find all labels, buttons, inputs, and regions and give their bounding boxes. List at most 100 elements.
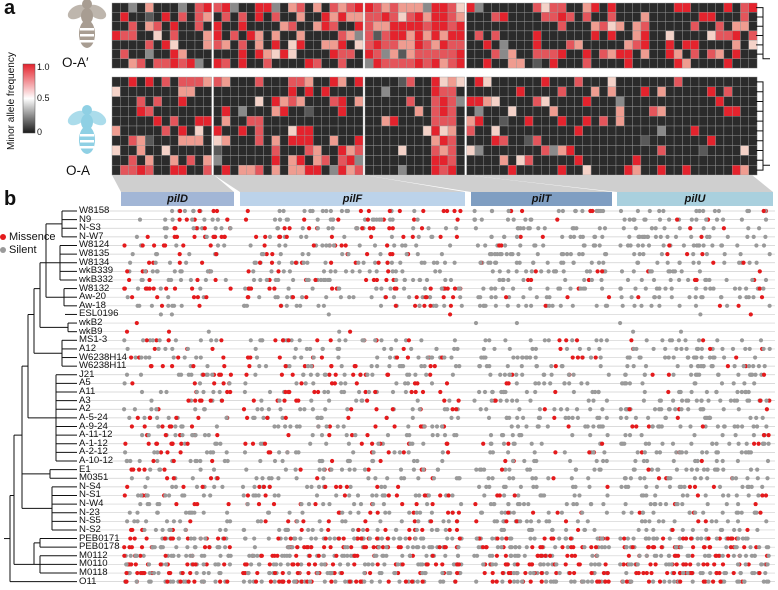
heatmap-cell bbox=[111, 125, 121, 137]
heatmap-cell bbox=[574, 21, 584, 32]
silent-dot bbox=[352, 536, 357, 541]
silent-dot bbox=[256, 562, 262, 567]
silent-dot bbox=[439, 286, 444, 291]
silent-dot bbox=[169, 277, 174, 283]
silent-dot bbox=[728, 398, 734, 403]
silent-dot bbox=[306, 501, 312, 507]
heatmap-cell bbox=[169, 21, 179, 32]
heatmap-cell bbox=[373, 49, 382, 60]
silent-dot bbox=[620, 579, 626, 584]
silent-dot bbox=[372, 553, 377, 558]
heatmap-cell bbox=[557, 125, 567, 137]
heatmap-cell bbox=[574, 58, 584, 69]
heatmap-cell bbox=[447, 135, 457, 146]
silent-dot bbox=[341, 424, 346, 429]
silent-dot bbox=[502, 234, 507, 239]
silent-dot bbox=[435, 433, 440, 438]
silent-dot bbox=[135, 519, 140, 524]
heatmap-cell bbox=[203, 135, 212, 146]
silent-dot bbox=[704, 450, 709, 455]
strain-name: N-S4 bbox=[79, 480, 101, 492]
heatmap-cell bbox=[313, 40, 322, 50]
silent-dot bbox=[761, 286, 766, 291]
missence-dot bbox=[373, 389, 378, 395]
silent-dot bbox=[149, 407, 154, 412]
heatmap-cell bbox=[439, 30, 449, 41]
missence-dot bbox=[263, 519, 268, 524]
heatmap-cell bbox=[615, 125, 625, 137]
silent-dot bbox=[515, 570, 520, 576]
silent-dot bbox=[566, 372, 572, 377]
heatmap-cell bbox=[364, 30, 374, 41]
heatmap-cell bbox=[194, 135, 204, 146]
heatmap-cell bbox=[431, 58, 440, 69]
dendrogram-branch bbox=[762, 86, 770, 166]
missence-dot bbox=[138, 553, 143, 558]
silent-dot bbox=[197, 381, 203, 386]
heatmap-cell bbox=[657, 21, 667, 32]
snp-row bbox=[88, 510, 775, 515]
heatmap-cell bbox=[161, 40, 171, 50]
silent-dot bbox=[242, 450, 248, 455]
silent-dot bbox=[516, 303, 521, 308]
missence-dot bbox=[329, 381, 335, 386]
missence-dot bbox=[430, 501, 435, 507]
heatmap-cell bbox=[329, 12, 339, 22]
silent-dot bbox=[384, 545, 389, 550]
heatmap-cell bbox=[682, 86, 691, 97]
heatmap-cell bbox=[238, 145, 248, 156]
heatmap-cell bbox=[707, 135, 716, 146]
silent-dot bbox=[636, 234, 641, 239]
silent-dot bbox=[395, 562, 400, 567]
silent-dot bbox=[742, 579, 747, 584]
heatmap-cell bbox=[213, 58, 223, 69]
silent-dot bbox=[719, 381, 725, 386]
heatmap-cell bbox=[254, 40, 264, 50]
silent-dot bbox=[763, 570, 768, 576]
heatmap-cell bbox=[707, 125, 716, 137]
heatmap-cell bbox=[321, 12, 331, 22]
silent-dot bbox=[483, 243, 488, 248]
silent-dot bbox=[135, 303, 140, 308]
missence-dot bbox=[438, 389, 443, 395]
heatmap-cell bbox=[136, 164, 146, 176]
heatmap-cell bbox=[723, 30, 733, 41]
heatmap-cell bbox=[422, 76, 432, 88]
heatmap-cell bbox=[279, 145, 289, 156]
missence-dot bbox=[178, 208, 183, 214]
heatmap-cell bbox=[337, 2, 347, 13]
missence-dot bbox=[294, 553, 299, 558]
missence-dot bbox=[764, 407, 770, 412]
silent-dot bbox=[663, 355, 668, 360]
heatmap-cell bbox=[144, 145, 154, 156]
heatmap-cell bbox=[590, 164, 600, 176]
heatmap-cell bbox=[153, 125, 163, 137]
missence-dot bbox=[170, 364, 175, 369]
heatmap-cell bbox=[389, 96, 399, 107]
missence-dot bbox=[202, 226, 207, 231]
silent-dot bbox=[361, 338, 367, 343]
legend-silent-dot bbox=[0, 247, 6, 253]
silent-dot bbox=[343, 269, 349, 274]
heatmap-cell bbox=[111, 145, 121, 156]
silent-dot bbox=[718, 398, 723, 403]
heatmap-cell bbox=[203, 96, 212, 107]
heatmap-cell bbox=[431, 86, 440, 97]
heatmap-cell bbox=[673, 86, 683, 97]
heatmap-cell bbox=[246, 76, 256, 88]
missence-dot bbox=[432, 364, 437, 369]
silent-dot bbox=[499, 527, 505, 533]
heatmap-cell bbox=[144, 135, 154, 146]
silent-dot bbox=[214, 424, 219, 429]
heatmap-cell bbox=[740, 86, 750, 97]
heatmap-cell bbox=[698, 115, 708, 127]
silent-dot bbox=[375, 355, 380, 360]
heatmap-cell bbox=[238, 49, 248, 60]
silent-dot bbox=[405, 372, 410, 377]
missence-dot bbox=[455, 562, 460, 567]
heatmap-cell bbox=[194, 164, 204, 176]
heatmap-cell bbox=[557, 106, 567, 117]
missence-dot bbox=[356, 527, 361, 533]
snp-row bbox=[88, 433, 775, 438]
missence-dot bbox=[148, 364, 153, 369]
